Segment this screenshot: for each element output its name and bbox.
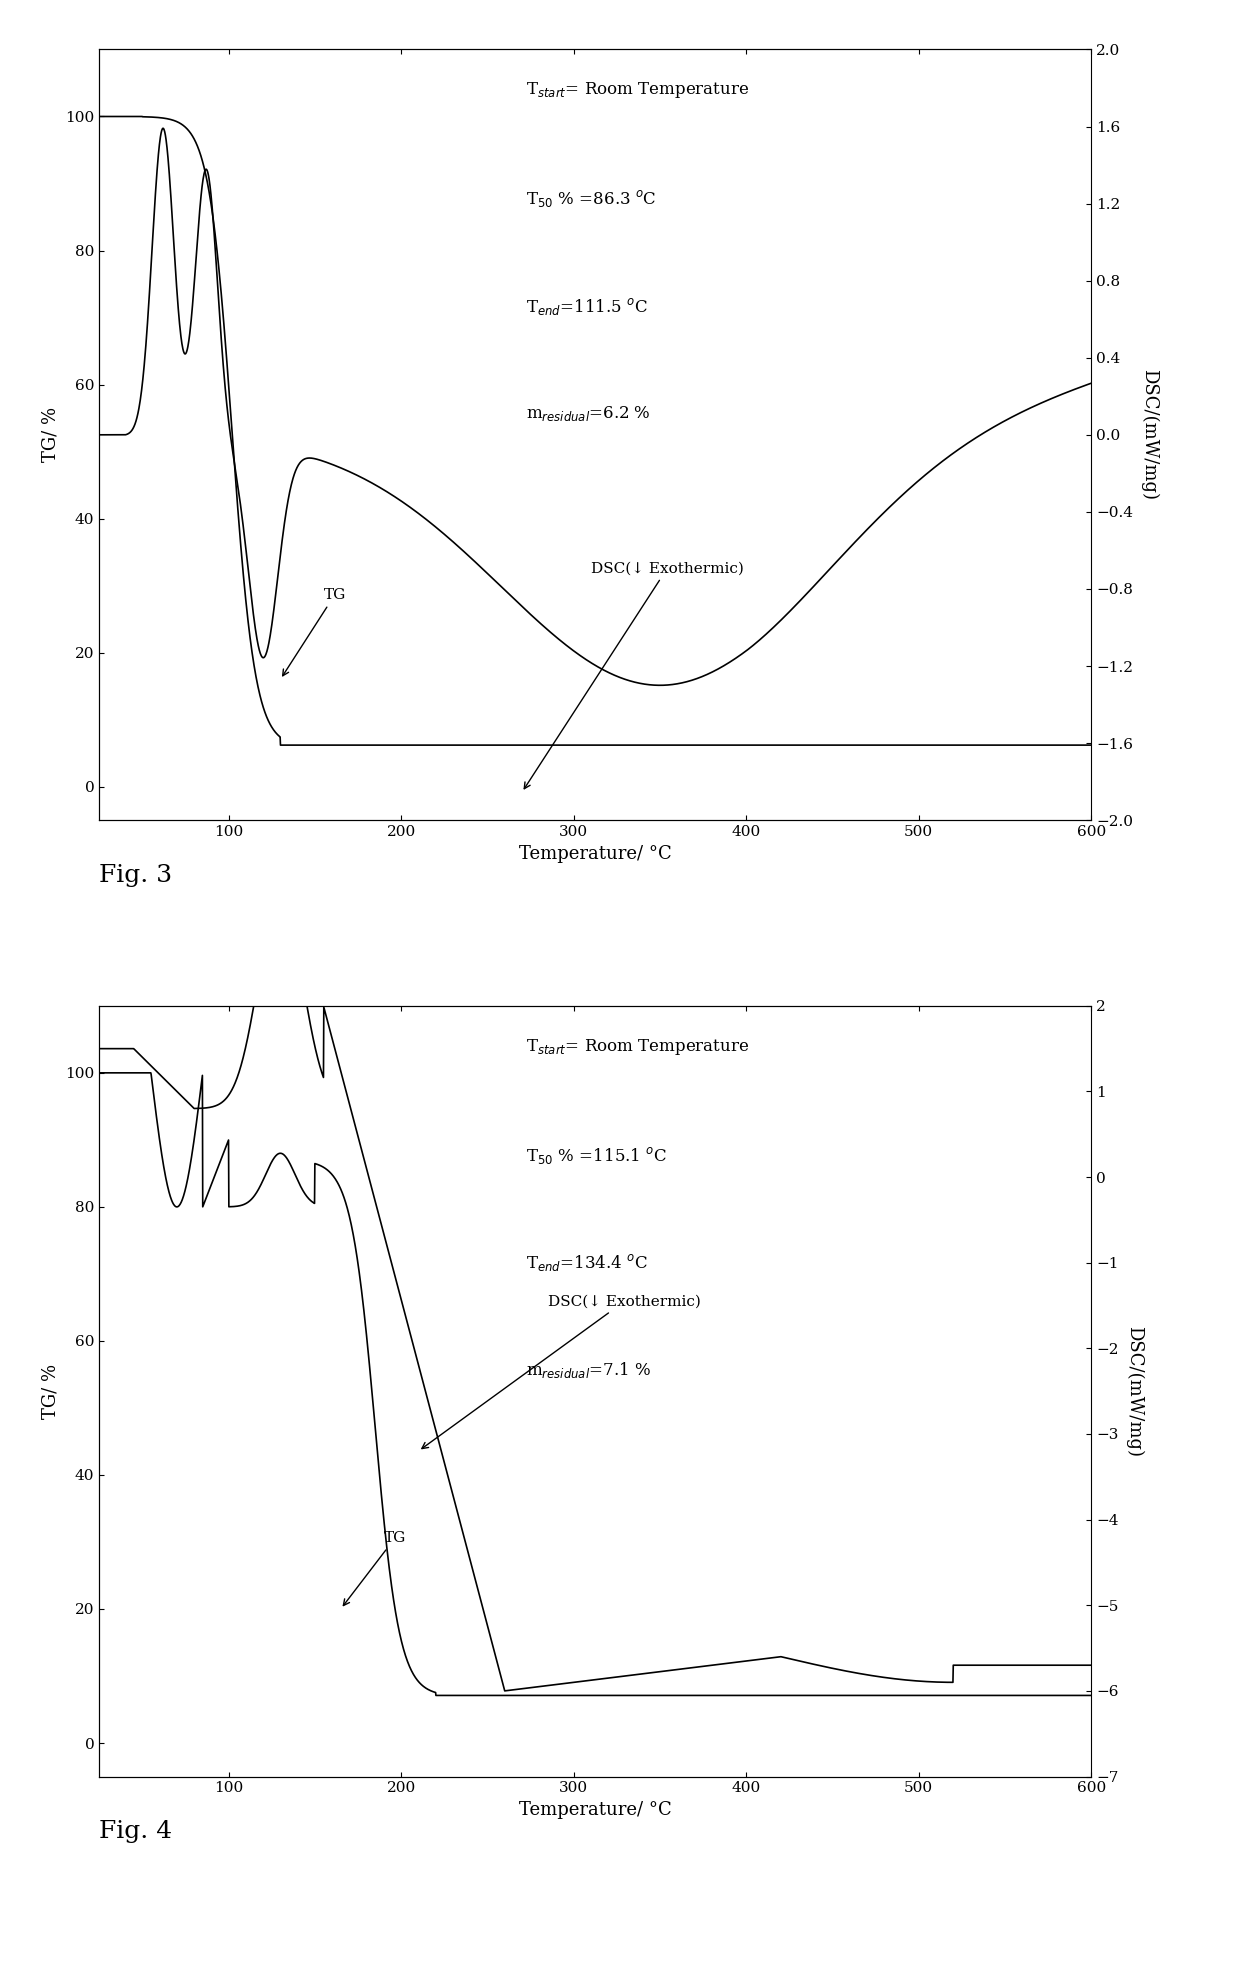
- Y-axis label: TG/ %: TG/ %: [41, 1364, 60, 1419]
- Text: m$_{residual}$=7.1 %: m$_{residual}$=7.1 %: [526, 1360, 651, 1379]
- Y-axis label: DSC/(mW/mg): DSC/(mW/mg): [1126, 1326, 1143, 1457]
- Text: T$_{end}$=111.5 $^o$C: T$_{end}$=111.5 $^o$C: [526, 297, 647, 317]
- X-axis label: Temperature/ °C: Temperature/ °C: [518, 845, 672, 863]
- Text: DSC(↓ Exothermic): DSC(↓ Exothermic): [422, 1294, 701, 1449]
- Text: Fig. 4: Fig. 4: [99, 1821, 172, 1842]
- Text: T$_{start}$= Room Temperature: T$_{start}$= Room Temperature: [526, 1037, 749, 1057]
- Text: T$_{start}$= Room Temperature: T$_{start}$= Room Temperature: [526, 81, 749, 101]
- Text: TG: TG: [283, 588, 346, 675]
- Text: T$_{50}$ % =86.3 $^o$C: T$_{50}$ % =86.3 $^o$C: [526, 188, 656, 210]
- Text: Fig. 3: Fig. 3: [99, 865, 172, 887]
- Text: TG: TG: [343, 1532, 407, 1605]
- Text: m$_{residual}$=6.2 %: m$_{residual}$=6.2 %: [526, 404, 651, 424]
- Y-axis label: TG/ %: TG/ %: [41, 408, 60, 463]
- Text: DSC(↓ Exothermic): DSC(↓ Exothermic): [525, 562, 744, 790]
- Text: T$_{end}$=134.4 $^o$C: T$_{end}$=134.4 $^o$C: [526, 1253, 647, 1272]
- Text: T$_{50}$ % =115.1 $^o$C: T$_{50}$ % =115.1 $^o$C: [526, 1144, 667, 1166]
- Y-axis label: DSC/(mW/mg): DSC/(mW/mg): [1140, 370, 1158, 501]
- X-axis label: Temperature/ °C: Temperature/ °C: [518, 1801, 672, 1819]
